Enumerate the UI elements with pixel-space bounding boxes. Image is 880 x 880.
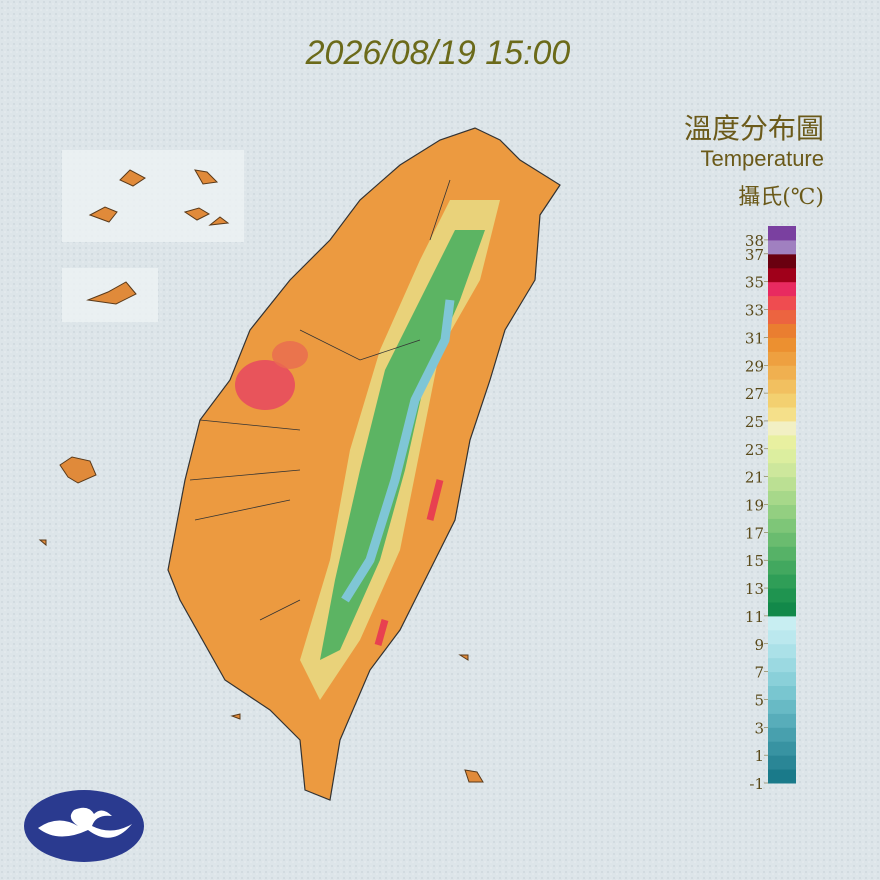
tick-label: 33 (745, 302, 764, 320)
color-band (768, 546, 796, 561)
color-band (768, 490, 796, 505)
timestamp: 2026/08/19 15:00 (305, 34, 571, 72)
tick-label: -1 (749, 775, 764, 793)
color-band (768, 629, 796, 645)
color-band (768, 769, 796, 784)
tick-label: 7 (754, 664, 764, 682)
tick-label: 15 (745, 552, 764, 570)
color-band (768, 462, 796, 478)
color-band (768, 615, 796, 631)
color-band (768, 434, 796, 450)
color-band (768, 239, 796, 255)
color-band (768, 226, 796, 241)
color-band (768, 741, 796, 756)
tick-label: 27 (745, 385, 764, 403)
tick-label: 11 (745, 608, 764, 626)
color-band (768, 309, 796, 324)
tick-label: 25 (745, 413, 764, 431)
tick-label: 37 (745, 246, 764, 264)
color-band (768, 337, 796, 352)
color-band (768, 448, 796, 464)
logo (24, 790, 144, 862)
color-band (768, 601, 796, 617)
color-band (768, 685, 796, 700)
color-band (768, 504, 796, 519)
color-band (768, 267, 796, 283)
color-band (768, 713, 796, 728)
color-band (768, 588, 796, 603)
color-band (768, 755, 796, 770)
tick-label: 19 (745, 497, 764, 515)
tick-label: 21 (745, 469, 764, 487)
color-band (768, 420, 796, 436)
color-band (768, 560, 796, 575)
tick-label: 3 (754, 719, 764, 737)
legend-unit: 攝氏(℃) (738, 185, 824, 210)
tick-label: 38 (745, 232, 764, 250)
color-band (768, 699, 796, 714)
tick-label: 29 (745, 357, 764, 375)
color-band (768, 323, 796, 338)
color-band (768, 671, 796, 687)
color-band (768, 365, 796, 380)
color-band (768, 407, 796, 422)
legend-subtitle: Temperature (700, 146, 824, 171)
color-band (768, 281, 796, 297)
tick-label: 23 (745, 441, 764, 459)
color-band (768, 574, 796, 589)
inset-boxes (38, 150, 484, 783)
color-band (768, 253, 796, 269)
tick-label: 9 (754, 636, 764, 654)
color-band (768, 476, 796, 492)
color-band (768, 657, 796, 673)
color-band (768, 379, 796, 394)
color-band (768, 532, 796, 547)
color-band (768, 643, 796, 659)
taiwan-map (167, 127, 561, 801)
color-band (768, 518, 796, 533)
tick-label: 31 (745, 329, 764, 347)
color-band (768, 295, 796, 311)
tick-label: 13 (745, 580, 764, 598)
tick-label: 1 (754, 747, 764, 765)
tick-label: 17 (745, 524, 764, 542)
tick-label: 35 (745, 274, 764, 292)
legend-title: 溫度分布圖 (684, 112, 824, 145)
color-band (768, 351, 796, 366)
color-band (768, 393, 796, 408)
color-band (768, 727, 796, 742)
tick-label: 5 (754, 691, 764, 709)
